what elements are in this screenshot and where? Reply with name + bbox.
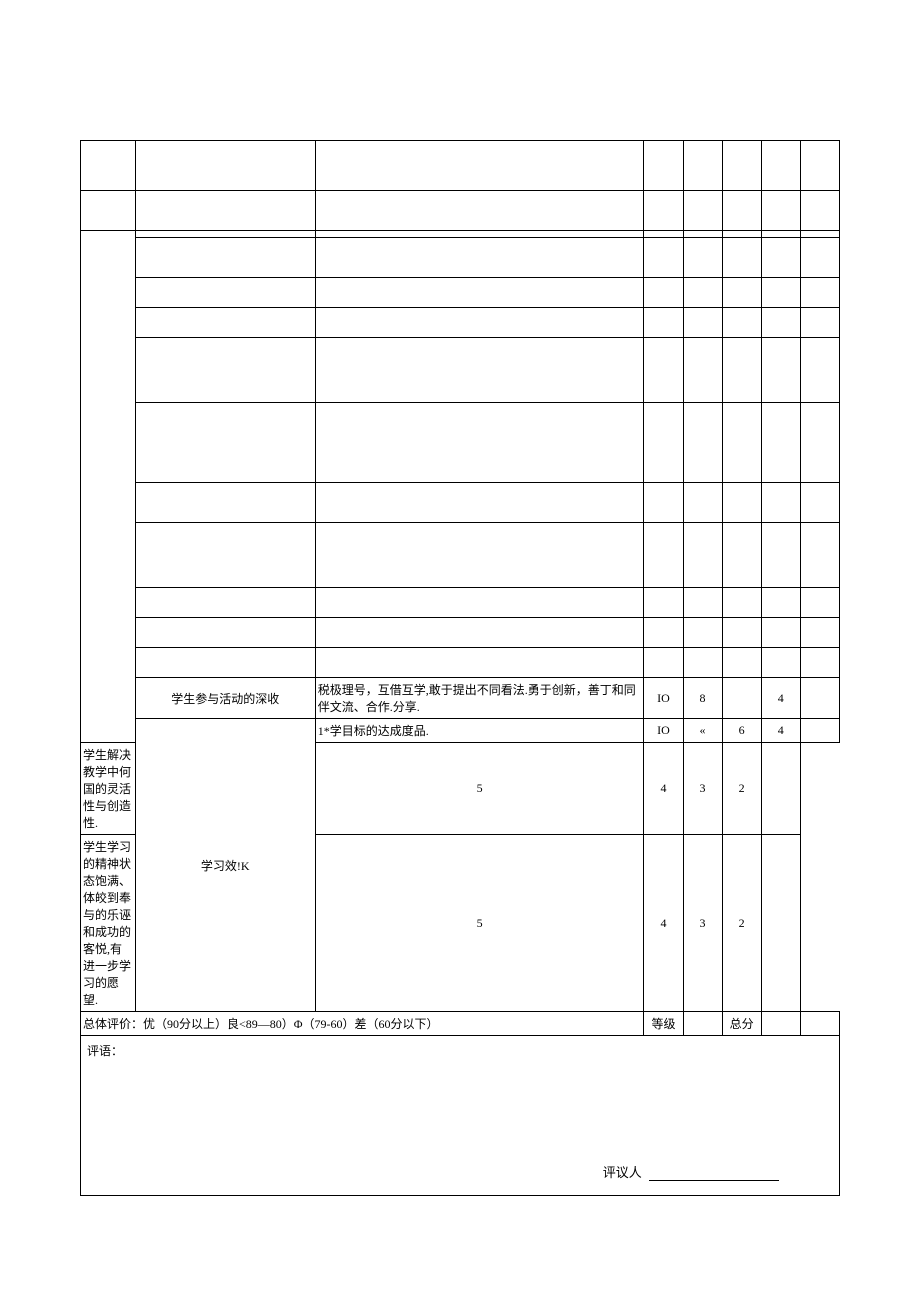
reviewer-label: 评议人: [603, 1165, 642, 1180]
summary-row: 总体评价：优（90分以上）良<89—80）Φ（79-60）差（60分以下） 等级…: [81, 1012, 840, 1036]
table-row: 学习效!K 1*学目标的达成度品. IO « 6 4: [81, 719, 840, 743]
table-row: [81, 523, 840, 588]
score-cell: 3: [683, 835, 722, 1012]
table-row: [81, 278, 840, 308]
row-desc: 学生解决教学中何国的灵活性与创造性.: [81, 743, 136, 835]
table-row: [81, 141, 840, 191]
table-row: [81, 648, 840, 678]
table-row: 学生参与活动的深收 税极理号，互借互学,敢于提出不同看法.勇于创新，善丁和同伴文…: [81, 678, 840, 719]
reviewer-signature-line: [649, 1168, 779, 1181]
row-desc: 1*学目标的达成度品.: [315, 719, 644, 743]
score-cell: 5: [315, 835, 644, 1012]
score-cell: 8: [683, 678, 722, 719]
row-label: 学生参与活动的深收: [135, 678, 315, 719]
row-group-label: 学习效!K: [135, 719, 315, 1012]
score-cell: 4: [761, 678, 800, 719]
score-cell: 5: [315, 743, 644, 835]
table-row: [81, 191, 840, 231]
score-cell: [722, 678, 761, 719]
score-cell: IO: [644, 719, 683, 743]
comment-row: 评语： 评议人: [81, 1036, 840, 1196]
score-cell: 6: [722, 719, 761, 743]
evaluation-table: 学生参与活动的深收 税极理号，互借互学,敢于提出不同看法.勇于创新，善丁和同伴文…: [80, 140, 840, 1196]
score-cell: IO: [644, 678, 683, 719]
comment-label: 评语：: [87, 1044, 123, 1058]
row-desc: 税极理号，互借互学,敢于提出不同看法.勇于创新，善丁和同伴文流、合作.分享.: [315, 678, 644, 719]
table-row: [81, 231, 840, 238]
table-row: [81, 338, 840, 403]
reviewer-area: 评议人: [603, 1162, 779, 1181]
score-cell: 2: [722, 743, 761, 835]
score-cell: 4: [644, 835, 683, 1012]
row-desc: 学生学习的精神状态饱满、体皎到奉与的乐诬和成功的客悦,有进一步学习的愿望.: [81, 835, 136, 1012]
grade-label: 等级: [644, 1012, 683, 1036]
score-cell: 3: [683, 743, 722, 835]
table-row: [81, 403, 840, 483]
total-label: 总分: [722, 1012, 761, 1036]
table-row: [81, 308, 840, 338]
score-cell: 4: [644, 743, 683, 835]
summary-label: 总体评价：优（90分以上）良<89—80）Φ（79-60）差（60分以下）: [81, 1012, 644, 1036]
table-row: [81, 618, 840, 648]
score-cell: 2: [722, 835, 761, 1012]
score-cell: «: [683, 719, 722, 743]
table-row: [81, 483, 840, 523]
table-row: [81, 588, 840, 618]
table-row: [81, 238, 840, 278]
score-cell: 4: [761, 719, 800, 743]
